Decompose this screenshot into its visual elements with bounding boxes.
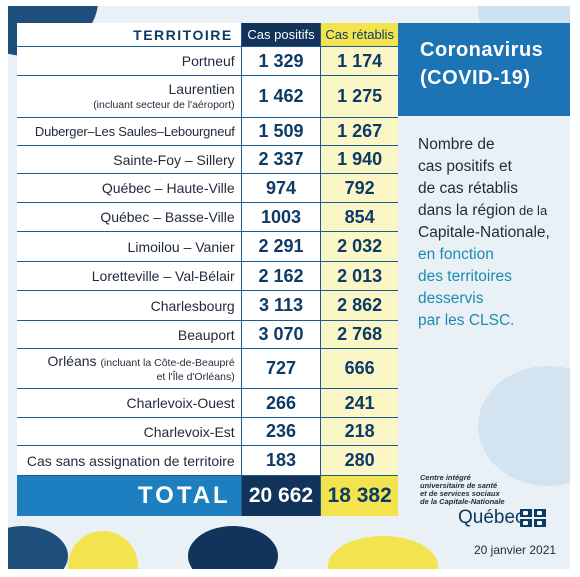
positive-count: 236 [240, 417, 321, 446]
table-row: Sainte-Foy – Sillery 2 337 1 940 [17, 145, 398, 174]
recovered-count: 2 013 [320, 261, 398, 291]
decorative-virus-shape [328, 536, 438, 569]
logo-line: Centre intégré [420, 473, 471, 482]
table-row: Limoilou – Vanier 2 291 2 032 [17, 231, 398, 262]
territory-name: Charlevoix-Ouest [17, 388, 242, 418]
territory-name: Beauport [17, 320, 242, 349]
table-row: Charlesbourg 3 113 2 862 [17, 290, 398, 321]
positive-count: 266 [240, 388, 321, 418]
decorative-virus-shape [478, 366, 570, 486]
table-row: Portneuf 1 329 1 174 [17, 46, 398, 76]
recovered-count: 218 [320, 417, 398, 446]
quebec-flag-icon [520, 509, 546, 527]
table-row: Loretteville – Val-Bélair 2 162 2 013 [17, 261, 398, 291]
recovered-count: 1 267 [320, 117, 398, 146]
description-line: des territoires [418, 268, 512, 285]
territory-note: (incluant secteur de l'aéroport) [93, 98, 235, 111]
total-row: TOTAL 20 662 18 382 [17, 475, 398, 516]
recovered-count: 854 [320, 202, 398, 232]
header-cas-positifs: Cas positifs [240, 23, 321, 47]
recovered-count: 2 862 [320, 290, 398, 321]
description-line: Capitale-Nationale, [418, 224, 550, 241]
table-row: Laurentien (incluant secteur de l'aéropo… [17, 75, 398, 118]
cases-table: TERRITOIRE Cas positifs Cas rétablis Por… [17, 23, 398, 516]
description-fragment: dans la région [418, 202, 516, 219]
recovered-count: 666 [320, 348, 398, 389]
territory-name: Orléans [47, 352, 97, 369]
positive-count: 1 509 [240, 117, 321, 146]
description-line: par les CLSC. [418, 312, 515, 329]
territory-name: Portneuf [17, 46, 242, 76]
table-row: Québec – Basse-Ville 1003 854 [17, 202, 398, 232]
territory-name: Loretteville – Val-Bélair [17, 261, 242, 291]
table-header-row: TERRITOIRE Cas positifs Cas rétablis [17, 23, 398, 47]
header-cas-retablis: Cas rétablis [320, 23, 398, 47]
positive-count: 1003 [240, 202, 321, 232]
table-row: Orléans (incluant la Côte-de-Beaupré et … [17, 348, 398, 389]
description-line: en fonction [418, 246, 494, 263]
positive-count: 183 [240, 445, 321, 476]
description-text: Nombre de cas positifs et de cas rétabli… [418, 134, 568, 332]
positive-count: 2 291 [240, 231, 321, 262]
territory-name: Cas sans assignation de territoire [17, 445, 242, 476]
positive-count: 974 [240, 173, 321, 203]
total-recovered: 18 382 [320, 475, 398, 516]
territory-name: Québec – Haute-Ville [17, 173, 242, 203]
total-positive: 20 662 [240, 475, 321, 516]
territory-cell: Laurentien (incluant secteur de l'aéropo… [17, 75, 242, 118]
title-line-2: (COVID-19) [420, 67, 531, 89]
territory-cell: Orléans (incluant la Côte-de-Beaupré et … [17, 348, 242, 389]
logo-line: universitaire de santé [420, 481, 498, 490]
positive-count: 2 162 [240, 261, 321, 291]
logo-line: et de services sociaux [420, 489, 500, 498]
publication-date: 20 janvier 2021 [474, 543, 557, 557]
positive-count: 727 [240, 348, 321, 389]
table-row: Québec – Haute-Ville 974 792 [17, 173, 398, 203]
positive-count: 1 329 [240, 46, 321, 76]
territory-name: Charlevoix-Est [17, 417, 242, 446]
recovered-count: 2 768 [320, 320, 398, 349]
recovered-count: 1 174 [320, 46, 398, 76]
description-line: dans la région de la [418, 200, 568, 222]
positive-count: 1 462 [240, 75, 321, 118]
description-line: desservis [418, 290, 484, 307]
positive-count: 3 113 [240, 290, 321, 321]
total-label: TOTAL [17, 475, 242, 516]
recovered-count: 1 940 [320, 145, 398, 174]
decorative-virus-shape [188, 526, 278, 569]
territory-name: Sainte-Foy – Sillery [17, 145, 242, 174]
recovered-count: 241 [320, 388, 398, 418]
table-row: Cas sans assignation de territoire 183 2… [17, 445, 398, 476]
recovered-count: 280 [320, 445, 398, 476]
logo-line: de la Capitale-Nationale [420, 497, 505, 506]
positive-count: 2 337 [240, 145, 321, 174]
table-row: Duberger–Les Saules–Lebourgneuf 1 509 1 … [17, 117, 398, 146]
territory-name: Limoilou – Vanier [17, 231, 242, 262]
territory-note: (incluant la Côte-de-Beaupré [100, 356, 235, 369]
table-row: Charlevoix-Ouest 266 241 [17, 388, 398, 418]
table-row: Beauport 3 070 2 768 [17, 320, 398, 349]
description-line: Nombre de [418, 136, 495, 153]
territory-note-2: et l'Île d'Orléans) [156, 370, 235, 383]
territory-name: Laurentien [168, 80, 235, 97]
territory-name: Duberger–Les Saules–Lebourgneuf [17, 117, 242, 146]
header-territoire: TERRITOIRE [17, 23, 242, 47]
recovered-count: 792 [320, 173, 398, 203]
decorative-virus-shape [8, 526, 68, 569]
description-line: cas positifs et [418, 158, 512, 175]
description-line: de cas rétablis [418, 180, 518, 197]
recovered-count: 1 275 [320, 75, 398, 118]
ciusss-logo-text: Centre intégré universitaire de santé et… [420, 474, 505, 506]
quebec-logo: Québec [458, 507, 525, 528]
title-line-1: Coronavirus [420, 39, 544, 61]
decorative-virus-shape [68, 531, 138, 569]
territory-name: Québec – Basse-Ville [17, 202, 242, 232]
recovered-count: 2 032 [320, 231, 398, 262]
territory-name: Charlesbourg [17, 290, 242, 321]
title-banner: Coronavirus (COVID-19) [398, 23, 570, 116]
positive-count: 3 070 [240, 320, 321, 349]
description-fragment: de la [515, 203, 548, 218]
table-row: Charlevoix-Est 236 218 [17, 417, 398, 446]
